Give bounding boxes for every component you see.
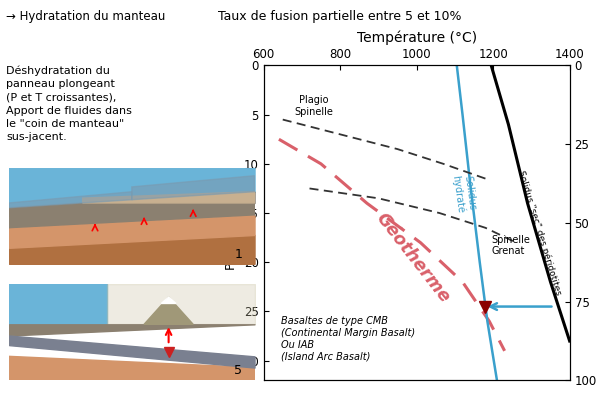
Text: Taux de fusion partielle entre 5 et 10%: Taux de fusion partielle entre 5 et 10% <box>218 10 461 23</box>
Text: Plagio
Spinelle: Plagio Spinelle <box>294 95 333 117</box>
Polygon shape <box>9 356 255 380</box>
Text: Spinelle
Grenat: Spinelle Grenat <box>491 235 530 256</box>
Text: → Hydratation du manteau: → Hydratation du manteau <box>6 10 165 23</box>
Text: Solidus "sec" des péridotites: Solidus "sec" des péridotites <box>516 169 562 296</box>
Polygon shape <box>9 192 132 208</box>
Polygon shape <box>144 297 193 324</box>
Text: Géotherme: Géotherme <box>372 209 453 306</box>
Text: Déshydratation du
panneau plongeant
(P et T croissantes),
Apport de fluides dans: Déshydratation du panneau plongeant (P e… <box>6 65 132 142</box>
Text: 5: 5 <box>235 364 242 377</box>
Polygon shape <box>82 192 255 203</box>
Text: Basaltes de type CMB
(Continental Margin Basalt)
Ou IAB
(Island Arc Basalt): Basaltes de type CMB (Continental Margin… <box>281 317 415 361</box>
Polygon shape <box>9 203 255 229</box>
Y-axis label: Profondeur (km): Profondeur (km) <box>604 172 606 274</box>
X-axis label: Température (°C): Température (°C) <box>356 31 477 45</box>
Polygon shape <box>132 176 255 200</box>
Y-axis label: Pression (kbar): Pression (kbar) <box>225 176 238 270</box>
Text: 1: 1 <box>235 247 242 261</box>
Text: Solidus
hydraté: Solidus hydraté <box>450 173 477 214</box>
Polygon shape <box>161 297 176 303</box>
